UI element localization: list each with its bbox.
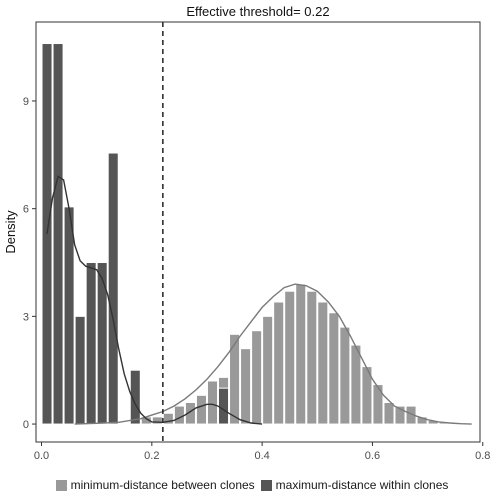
bar-min-between (328, 312, 340, 425)
bar-min-between (206, 380, 219, 425)
x-tick-label: 0.0 (34, 450, 49, 462)
bar-min-between (339, 326, 351, 425)
bar-max-within (96, 262, 108, 425)
legend-item-min-between: minimum-distance between clones (55, 478, 255, 492)
bar-min-between (361, 366, 373, 425)
y-tick-label: 3 (23, 311, 29, 323)
plot-panel-border (35, 21, 481, 443)
bar-min-between (173, 405, 185, 425)
density-line-min-between (74, 283, 472, 425)
x-tick-label: 0.8 (475, 450, 490, 462)
bar-max-within (74, 315, 86, 425)
legend-item-max-within: maximum-distance within clones (260, 478, 449, 492)
bar-min-between (394, 405, 406, 425)
legend-label-min-between: minimum-distance between clones (70, 478, 255, 492)
y-tick-label: 0 (23, 419, 29, 431)
bar-min-between (240, 348, 252, 425)
x-tick-label: 0.6 (365, 450, 380, 462)
bar-min-between (229, 333, 241, 425)
bar-min-between (262, 315, 274, 425)
y-tick-label: 9 (23, 96, 29, 108)
bar-min-between (405, 405, 417, 425)
bar-min-between (251, 330, 263, 425)
bar-min-between (317, 301, 329, 425)
bar-max-within (107, 152, 119, 425)
bar-max-within (218, 387, 230, 425)
bar-max-within (52, 43, 64, 425)
bar-min-between (184, 402, 196, 425)
x-tick-label: 0.2 (144, 450, 159, 462)
y-axis-label: Density (3, 210, 18, 254)
legend: minimum-distance between clones maximum-… (0, 478, 504, 492)
bar-min-between (416, 416, 428, 425)
bar-min-between (372, 384, 384, 425)
bar-max-within (129, 369, 141, 425)
y-tick-label: 6 (23, 204, 29, 216)
bar-min-between (295, 283, 307, 425)
density-line-max-within (46, 175, 263, 425)
x-tick-label: 0.4 (254, 450, 269, 462)
legend-swatch-min-between (55, 479, 67, 491)
legend-swatch-max-within (260, 479, 272, 491)
legend-label-max-within: maximum-distance within clones (275, 478, 449, 492)
bar-min-between (350, 344, 362, 425)
chart-title: Effective threshold= 0.22 (186, 4, 329, 19)
bar-min-between (383, 402, 395, 425)
bar-max-within (85, 262, 97, 425)
bar-max-within (63, 206, 75, 425)
bar-min-between (306, 290, 318, 425)
bar-min-between (273, 301, 285, 425)
bar-min-between (284, 290, 296, 425)
bar-min-between (151, 416, 163, 425)
bar-min-between (195, 394, 207, 425)
